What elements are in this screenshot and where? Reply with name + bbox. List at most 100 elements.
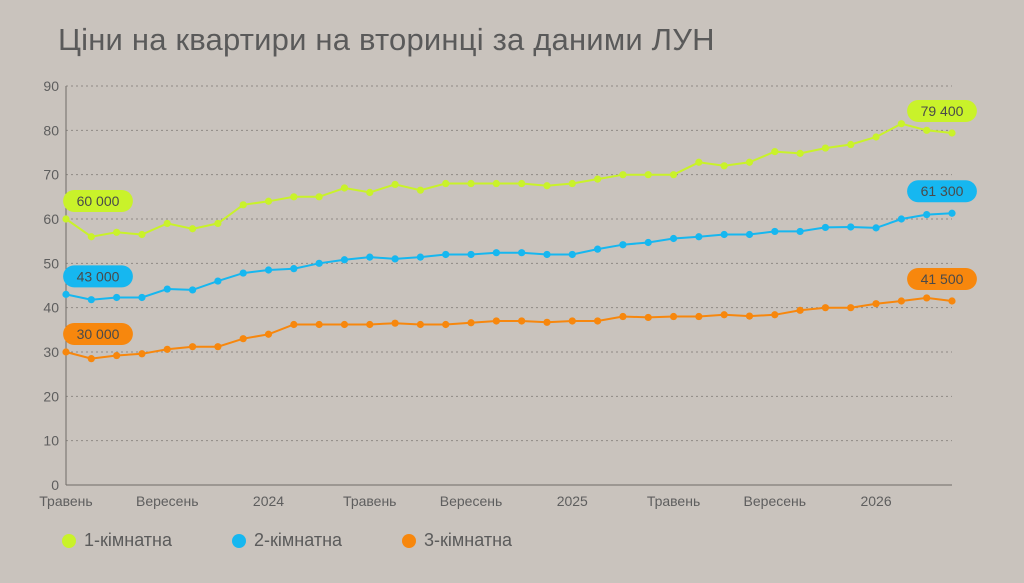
data-point: [644, 171, 652, 179]
data-point: [543, 318, 551, 326]
x-tick-label: Травень: [39, 493, 92, 509]
data-point: [771, 148, 779, 156]
data-point: [340, 256, 349, 264]
start-value-label: 30 000: [63, 323, 133, 345]
data-point: [847, 140, 855, 149]
data-point: [214, 343, 222, 351]
data-point: [315, 193, 323, 201]
callout-text: 79 400: [921, 103, 964, 119]
data-point: [163, 285, 171, 293]
data-point: [492, 317, 500, 325]
end-value-label: 61 300: [907, 180, 977, 203]
data-point: [568, 250, 576, 259]
end-value-label: 41 500: [907, 268, 977, 291]
y-tick-label: 90: [43, 78, 59, 94]
data-point: [669, 312, 678, 321]
data-point: [163, 219, 171, 228]
data-point: [62, 290, 70, 298]
data-point: [391, 180, 399, 189]
data-point: [923, 126, 931, 134]
data-point: [669, 234, 678, 243]
data-point: [821, 304, 830, 312]
data-point: [568, 317, 576, 325]
data-point: [188, 343, 197, 351]
data-point: [416, 320, 424, 329]
data-point: [771, 311, 779, 319]
legend-marker: [62, 533, 76, 548]
data-point: [720, 162, 728, 170]
data-point: [87, 233, 95, 241]
data-point: [543, 182, 551, 190]
x-tick-label: 2024: [253, 493, 284, 509]
data-point: [366, 320, 374, 329]
callout-text: 60 000: [77, 193, 120, 209]
start-value-label: 43 000: [63, 265, 133, 288]
data-point: [923, 210, 931, 219]
data-point: [113, 351, 121, 360]
data-point: [872, 133, 880, 141]
data-point: [543, 250, 551, 259]
x-tick-label: Травень: [343, 493, 396, 509]
data-point: [695, 312, 703, 321]
callout-text: 43 000: [77, 268, 120, 284]
chart-legend: 1-кімнатна 2-кімнатна 3-кімнатна: [62, 530, 512, 551]
data-point: [897, 297, 905, 305]
data-point: [264, 197, 273, 205]
data-point: [467, 179, 475, 188]
legend-label: 2-кімнатна: [254, 530, 343, 550]
callout-text: 30 000: [77, 326, 120, 342]
data-point: [315, 259, 323, 267]
y-tick-label: 80: [43, 122, 59, 138]
data-point: [188, 225, 197, 233]
data-point: [720, 311, 728, 319]
data-point: [847, 223, 855, 231]
data-point: [188, 286, 197, 294]
data-point: [745, 312, 754, 320]
callout-bg: [63, 190, 133, 212]
data-point: [948, 129, 956, 137]
legend-item: 3-кімнатна: [402, 530, 512, 551]
data-point: [315, 320, 323, 329]
data-point: [442, 320, 450, 329]
data-point: [669, 171, 678, 179]
legend-marker: [402, 533, 417, 548]
series-line-2: [65, 212, 953, 301]
data-point: [391, 319, 399, 327]
data-point: [518, 179, 526, 188]
y-tick-label: 0: [51, 477, 59, 493]
data-point: [391, 255, 399, 263]
y-tick-label: 10: [43, 433, 59, 449]
data-point: [239, 201, 247, 209]
data-point: [695, 158, 703, 166]
end-value-label: 79 400: [907, 99, 977, 122]
data-point: [594, 317, 602, 325]
data-point: [290, 265, 298, 273]
data-point: [442, 179, 450, 188]
data-point: [467, 319, 475, 327]
chart-title: Ціни на квартири на вторинці за даними Л…: [58, 22, 715, 57]
data-point: [492, 249, 500, 257]
data-point: [416, 253, 424, 261]
data-point: [138, 230, 146, 239]
data-point: [290, 320, 298, 329]
legend-item: 2-кімнатна: [232, 530, 342, 551]
x-tick-label: 2026: [860, 493, 891, 509]
y-tick-label: 70: [43, 167, 59, 183]
data-point: [948, 297, 956, 305]
data-point: [619, 171, 627, 179]
data-point: [138, 350, 146, 358]
data-point: [796, 227, 804, 236]
data-point: [594, 245, 602, 253]
data-point: [644, 238, 652, 247]
data-point: [214, 219, 222, 228]
y-tick-label: 20: [43, 388, 59, 404]
x-tick-label: Травень: [647, 493, 700, 509]
data-point: [264, 266, 273, 274]
data-point: [872, 300, 880, 308]
data-point: [442, 250, 450, 259]
data-point: [923, 294, 931, 302]
data-point: [113, 293, 121, 302]
data-point: [214, 277, 222, 285]
